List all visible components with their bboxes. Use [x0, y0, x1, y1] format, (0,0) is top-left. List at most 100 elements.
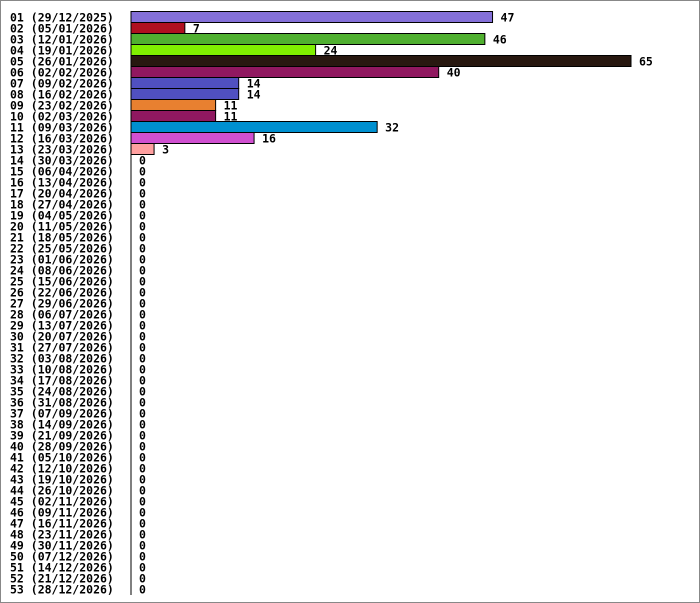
category-label: 16 (13/04/2026)	[10, 176, 114, 190]
value-label: 46	[493, 33, 507, 47]
value-label: 0	[139, 572, 146, 586]
category-label: 18 (27/04/2026)	[10, 198, 114, 212]
category-label: 33 (10/08/2026)	[10, 363, 114, 377]
category-label: 40 (28/09/2026)	[10, 440, 114, 454]
bar	[130, 88, 240, 100]
bar	[130, 132, 255, 144]
value-label: 0	[139, 253, 146, 267]
category-label: 48 (23/11/2026)	[10, 528, 114, 542]
category-label: 24 (08/06/2026)	[10, 264, 114, 278]
bar	[130, 99, 217, 111]
value-label: 11	[224, 99, 238, 113]
value-label: 0	[139, 385, 146, 399]
category-label: 08 (16/02/2026)	[10, 88, 114, 102]
category-label: 30 (20/07/2026)	[10, 330, 114, 344]
value-label: 0	[139, 429, 146, 443]
value-label: 3	[162, 143, 169, 157]
bar	[130, 22, 186, 34]
category-label: 02 (05/01/2026)	[10, 22, 114, 36]
bar	[130, 110, 217, 122]
category-label: 03 (12/01/2026)	[10, 33, 114, 47]
value-label: 16	[262, 132, 276, 146]
value-label: 0	[139, 517, 146, 531]
value-label: 0	[139, 451, 146, 465]
value-label: 0	[139, 418, 146, 432]
category-label: 09 (23/02/2026)	[10, 99, 114, 113]
bar	[130, 44, 317, 56]
category-label: 04 (19/01/2026)	[10, 44, 114, 58]
category-label: 29 (13/07/2026)	[10, 319, 114, 333]
value-label: 0	[139, 264, 146, 278]
category-label: 49 (30/11/2026)	[10, 539, 114, 553]
value-label: 0	[139, 561, 146, 575]
category-label: 50 (07/12/2026)	[10, 550, 114, 564]
category-label: 11 (09/03/2026)	[10, 121, 114, 135]
value-label: 0	[139, 506, 146, 520]
category-label: 37 (07/09/2026)	[10, 407, 114, 421]
category-label: 52 (21/12/2026)	[10, 572, 114, 586]
value-label: 0	[139, 352, 146, 366]
category-label: 39 (21/09/2026)	[10, 429, 114, 443]
value-label: 0	[139, 165, 146, 179]
category-label: 32 (03/08/2026)	[10, 352, 114, 366]
value-label: 32	[385, 121, 399, 135]
value-label: 14	[247, 88, 261, 102]
bar	[130, 55, 632, 67]
value-label: 0	[139, 583, 146, 597]
category-label: 44 (26/10/2026)	[10, 484, 114, 498]
value-label: 0	[139, 484, 146, 498]
category-label: 27 (29/06/2026)	[10, 297, 114, 311]
value-label: 0	[139, 198, 146, 212]
value-label: 0	[139, 440, 146, 454]
value-label: 0	[139, 209, 146, 223]
category-label: 06 (02/02/2026)	[10, 66, 114, 80]
value-label: 0	[139, 341, 146, 355]
value-label: 47	[501, 11, 515, 25]
value-label: 0	[139, 473, 146, 487]
category-label: 35 (24/08/2026)	[10, 385, 114, 399]
value-label: 0	[139, 154, 146, 168]
value-label: 0	[139, 231, 146, 245]
category-label: 23 (01/06/2026)	[10, 253, 114, 267]
category-label: 07 (09/02/2026)	[10, 77, 114, 91]
category-label: 43 (19/10/2026)	[10, 473, 114, 487]
value-label: 24	[324, 44, 338, 58]
category-label: 14 (30/03/2026)	[10, 154, 114, 168]
value-label: 0	[139, 286, 146, 300]
value-label: 0	[139, 495, 146, 509]
value-label: 0	[139, 528, 146, 542]
category-label: 42 (12/10/2026)	[10, 462, 114, 476]
category-label: 51 (14/12/2026)	[10, 561, 114, 575]
value-label: 0	[139, 187, 146, 201]
value-label: 0	[139, 363, 146, 377]
bar	[130, 11, 494, 23]
value-label: 7	[193, 22, 200, 36]
value-label: 14	[247, 77, 261, 91]
value-label: 0	[139, 407, 146, 421]
category-label: 21 (18/05/2026)	[10, 231, 114, 245]
category-label: 47 (16/11/2026)	[10, 517, 114, 531]
category-label: 28 (06/07/2026)	[10, 308, 114, 322]
category-label: 05 (26/01/2026)	[10, 55, 114, 69]
category-label: 31 (27/07/2026)	[10, 341, 114, 355]
value-label: 65	[639, 55, 653, 69]
category-label: 26 (22/06/2026)	[10, 286, 114, 300]
category-label: 46 (09/11/2026)	[10, 506, 114, 520]
category-label: 19 (04/05/2026)	[10, 209, 114, 223]
bar	[130, 77, 240, 89]
value-label: 0	[139, 330, 146, 344]
category-label: 45 (02/11/2026)	[10, 495, 114, 509]
bar	[130, 33, 486, 45]
value-label: 0	[139, 275, 146, 289]
value-label: 0	[139, 319, 146, 333]
value-label: 0	[139, 396, 146, 410]
value-label: 0	[139, 462, 146, 476]
category-label: 36 (31/08/2026)	[10, 396, 114, 410]
value-label: 0	[139, 374, 146, 388]
category-label: 41 (05/10/2026)	[10, 451, 114, 465]
value-label: 0	[139, 176, 146, 190]
category-label: 13 (23/03/2026)	[10, 143, 114, 157]
